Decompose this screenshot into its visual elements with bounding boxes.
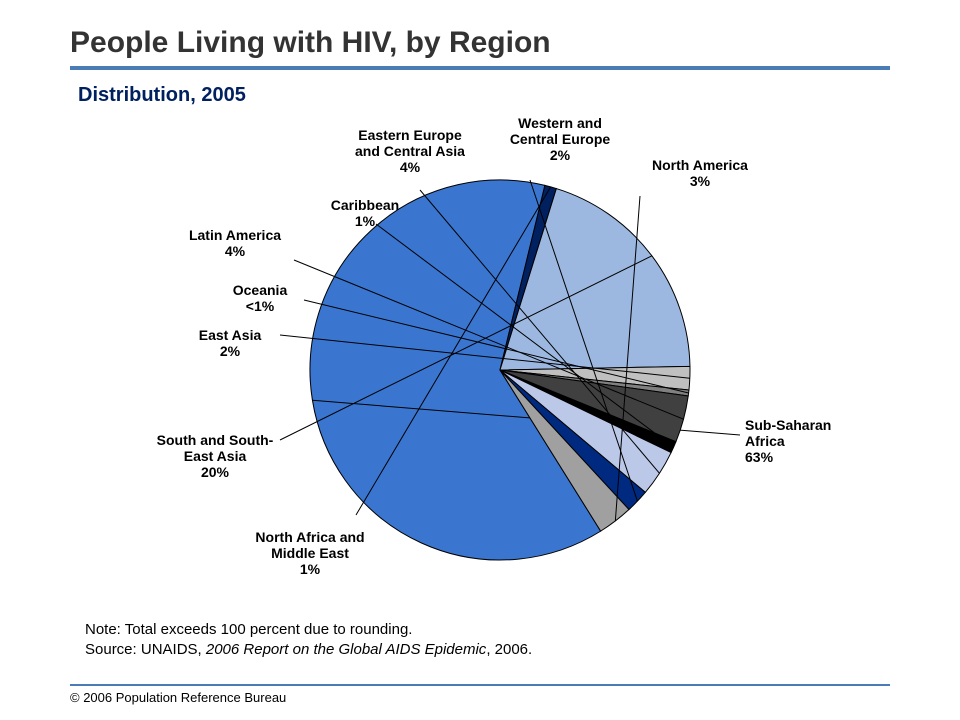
pie-label: Eastern Europeand Central Asia4% <box>355 127 465 175</box>
title-underline <box>70 66 890 70</box>
pie-label: East Asia2% <box>199 327 262 359</box>
footnote: Note: Total exceeds 100 percent due to r… <box>85 620 532 659</box>
source-line: Source: UNAIDS, 2006 Report on the Globa… <box>85 640 532 660</box>
pie-label: North Africa andMiddle East1% <box>255 529 364 577</box>
pie-label: North America3% <box>652 157 748 189</box>
pie-label: Sub-SaharanAfrica63% <box>745 417 831 465</box>
subtitle: Distribution, 2005 <box>78 84 246 107</box>
pie-label: South and South-East Asia20% <box>157 432 274 480</box>
pie-label: Oceania<1% <box>233 282 288 314</box>
pie-label: Latin America4% <box>189 227 281 259</box>
page-title: People Living with HIV, by Region <box>70 26 551 60</box>
note-line: Note: Total exceeds 100 percent due to r… <box>85 620 532 640</box>
pie-chart: Sub-SaharanAfrica63% North Africa andMidd… <box>80 110 880 590</box>
footer-rule <box>70 684 890 686</box>
slide: People Living with HIV, by Region Distri… <box>0 0 960 720</box>
pie-label: Western andCentral Europe2% <box>510 115 611 163</box>
copyright: © 2006 Population Reference Bureau <box>70 690 286 705</box>
